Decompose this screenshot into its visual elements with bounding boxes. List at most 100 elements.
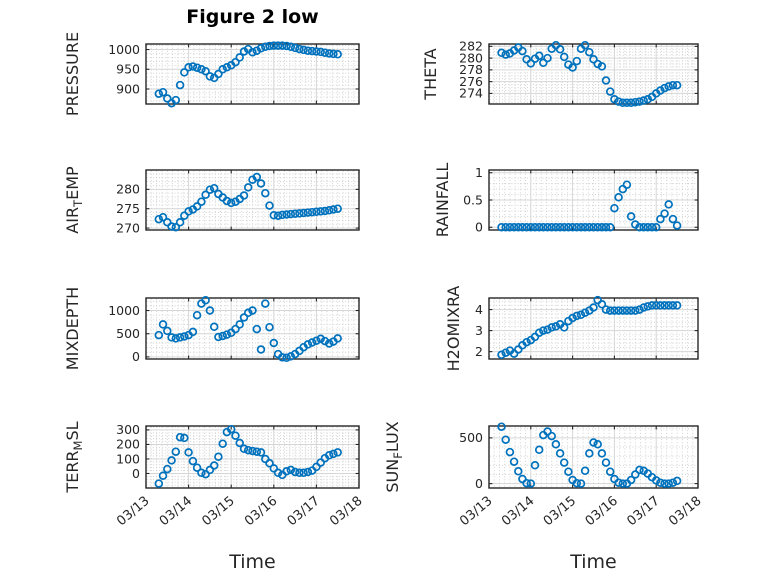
data-point [559,458,569,467]
data-point [180,68,189,77]
data-point [622,98,632,108]
y-tick-label: 500 [116,326,140,341]
y-tick-label: 0 [132,349,140,364]
data-point [273,41,283,50]
data-point [593,295,602,305]
data-point [154,89,164,98]
data-point [660,209,669,218]
scatter-series-mixdepth [154,296,342,363]
data-point [597,62,607,71]
data-point [643,95,653,104]
data-point [626,98,636,108]
data-point [651,476,661,485]
data-point [269,211,279,220]
data-point [175,432,185,442]
scatter-series-air-temp [154,172,342,232]
data-point [235,53,244,62]
data-point [248,446,257,456]
data-point [197,65,206,74]
data-point [278,41,287,50]
y-tick-label: 1000 [108,42,140,57]
data-point [201,296,210,305]
axes-box [145,425,360,489]
data-point [593,223,602,232]
data-point [497,223,506,232]
data-point [231,431,240,440]
data-point [497,422,506,431]
axes-box [488,425,699,489]
data-point [618,306,628,315]
x-tick-label: 03/18 [666,494,704,530]
y-axis-label: PRESSURE [63,32,82,116]
data-point [324,206,334,215]
data-point [559,323,569,332]
data-point [192,202,202,211]
data-point [303,46,313,55]
data-point [568,223,577,232]
data-point [626,212,636,221]
y-tick-label: 2 [475,344,483,359]
data-point [668,214,678,224]
data-point [593,440,602,449]
x-tick-label: 03/15 [541,494,579,530]
data-point [299,468,308,478]
data-point [320,48,330,57]
data-point [664,479,673,488]
data-point [333,334,342,343]
y-axis-label: AIRTEMP [63,166,85,234]
y-tick-label: 900 [116,81,140,96]
data-point [509,457,519,466]
data-point [534,51,544,61]
data-point [643,223,653,232]
data-point [605,223,615,232]
data-point [580,308,590,317]
data-point [518,223,527,232]
data-point [303,340,313,349]
data-point [601,223,611,232]
data-point [239,191,249,200]
data-point [514,467,523,476]
data-point [605,87,615,96]
data-point [320,336,330,346]
data-point [534,223,544,232]
data-point [158,471,168,480]
data-point [261,42,270,52]
data-point [312,47,321,56]
scatter-series-terr-msl [154,424,342,488]
x-tick-label: 03/13 [457,494,495,530]
y-tick-label: 500 [459,430,483,445]
data-point [534,445,544,455]
data-point [543,53,552,63]
data-point [539,58,548,68]
subplot-mixdepth: 0 500 1000 MIXDEPTH [63,287,360,370]
data-point [618,98,628,108]
y-axis-label: TERRMSL [63,421,85,493]
data-point [568,313,577,323]
data-point [664,82,673,91]
data-point [555,223,565,232]
data-point [601,76,611,85]
axes-box [145,297,360,360]
subplot-sun-flux: 0 500 03/13 03/14 03/15 03/16 03/17 03/18 SUNFLU… [383,421,705,529]
x-tick-label: 03/17 [285,494,323,530]
data-point [269,338,279,348]
x-axis-label-left: Time [229,551,276,573]
data-point [248,306,257,315]
data-point [647,223,657,232]
data-point [303,208,313,217]
data-point [547,323,556,332]
data-point [639,96,648,105]
data-point [543,427,552,436]
x-tick-label: 03/16 [583,494,621,530]
data-point [329,205,338,214]
data-point [239,47,249,56]
data-point [660,479,669,488]
data-point [197,197,206,206]
data-point [154,330,164,340]
data-point [209,461,219,470]
data-point [509,223,519,232]
data-point [572,223,582,232]
data-point [252,172,262,182]
